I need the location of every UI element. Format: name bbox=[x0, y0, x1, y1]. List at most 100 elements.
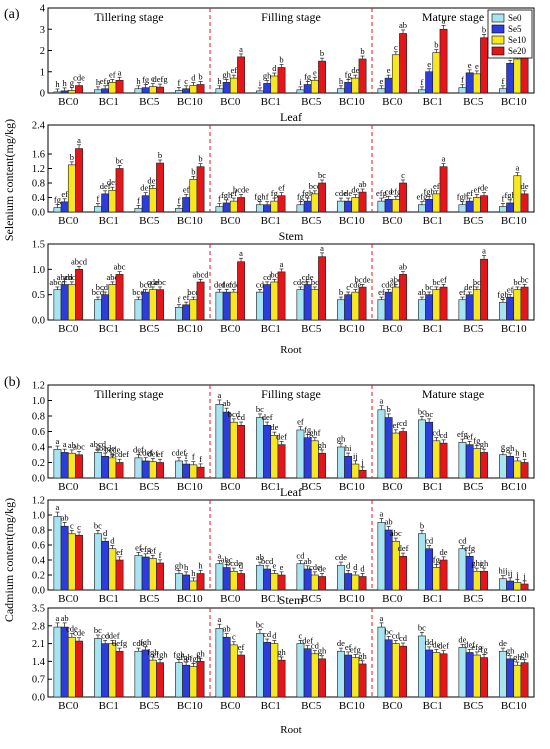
significance-letter: ab bbox=[61, 613, 69, 623]
bar bbox=[134, 650, 143, 698]
y-tick-label: 0.0 bbox=[32, 586, 45, 597]
bar bbox=[196, 573, 205, 591]
significance-letter: dd bbox=[425, 637, 434, 647]
significance-letter: gh bbox=[222, 69, 231, 79]
x-tick-label: BC10 bbox=[339, 215, 365, 227]
significance-letter: de bbox=[337, 638, 345, 648]
bar bbox=[156, 662, 164, 698]
significance-letter: bcd bbox=[187, 287, 200, 297]
bar bbox=[175, 662, 183, 698]
bar bbox=[270, 75, 279, 94]
significance-letter: a bbox=[56, 613, 60, 623]
significance-letter: b bbox=[482, 24, 486, 34]
bar bbox=[67, 452, 76, 479]
significance-letter: j bbox=[522, 571, 525, 581]
bar bbox=[141, 291, 150, 321]
y-tick-label: 1.0 bbox=[32, 511, 45, 522]
bar bbox=[513, 460, 522, 479]
x-tick-label: BC1 bbox=[99, 700, 119, 712]
significance-letter: a bbox=[218, 614, 222, 624]
bar bbox=[108, 82, 117, 94]
significance-letter: fgh bbox=[302, 188, 314, 198]
x-tick-label: BC0 bbox=[220, 96, 241, 108]
significance-letter: def bbox=[100, 181, 111, 191]
bar bbox=[263, 568, 272, 591]
bar bbox=[377, 626, 386, 698]
x-tick-label: BC1 bbox=[99, 323, 119, 335]
significance-letter: cd bbox=[458, 536, 467, 546]
significance-letter: cde bbox=[73, 73, 85, 83]
x-tick-label: BC10 bbox=[177, 481, 203, 493]
x-tick-label: BC5 bbox=[463, 323, 484, 335]
significance-letter: abc bbox=[114, 262, 126, 272]
bar bbox=[134, 88, 143, 94]
significance-letter: b bbox=[339, 287, 343, 297]
y-tick-label: 0.8 bbox=[32, 179, 45, 190]
significance-letter: ef bbox=[238, 642, 245, 652]
bar bbox=[458, 442, 467, 479]
bar bbox=[513, 664, 522, 698]
x-tick-label: BC5 bbox=[301, 215, 322, 227]
bar bbox=[337, 88, 345, 94]
legend-swatch bbox=[491, 46, 505, 56]
bar bbox=[499, 206, 507, 213]
x-tick-label: BC1 bbox=[261, 323, 281, 335]
y-tick-label: 0.0 bbox=[32, 474, 45, 485]
significance-letter: h bbox=[198, 560, 203, 570]
bar bbox=[465, 294, 474, 321]
x-tick-label: BC10 bbox=[177, 700, 203, 712]
bar bbox=[513, 289, 522, 321]
significance-letter: ef bbox=[183, 292, 190, 302]
bar bbox=[425, 294, 434, 321]
bar bbox=[384, 639, 393, 698]
bar bbox=[310, 289, 319, 321]
bar bbox=[101, 88, 110, 94]
x-tick-label: BC1 bbox=[99, 593, 119, 605]
bar bbox=[310, 193, 319, 213]
bar bbox=[432, 652, 441, 698]
bar bbox=[480, 570, 488, 591]
significance-letter: gh bbox=[263, 70, 272, 80]
panel-label: (b) bbox=[4, 375, 21, 390]
significance-letter: fgh bbox=[173, 650, 185, 660]
x-tick-label: BC10 bbox=[177, 323, 203, 335]
significance-letter: cd bbox=[101, 630, 110, 640]
bar bbox=[296, 289, 305, 321]
stage-title: Filling stage bbox=[261, 387, 321, 401]
significance-letter: gh bbox=[277, 647, 286, 657]
bar bbox=[506, 296, 515, 321]
legend-label: Se20 bbox=[508, 46, 527, 56]
bar bbox=[108, 189, 117, 213]
bar bbox=[53, 449, 62, 479]
bar bbox=[148, 188, 157, 213]
bar bbox=[399, 555, 407, 591]
bar bbox=[351, 291, 360, 321]
significance-letter: fgh bbox=[180, 652, 192, 662]
y-tick-label: 0.5 bbox=[32, 290, 45, 301]
significance-letter: cde bbox=[335, 188, 347, 198]
significance-letter: f bbox=[502, 76, 505, 86]
significance-letter: a bbox=[77, 135, 81, 145]
bar bbox=[229, 291, 238, 321]
x-tick-label: BC10 bbox=[339, 96, 365, 108]
significance-letter: b bbox=[191, 166, 195, 176]
bar bbox=[108, 284, 117, 321]
significance-letter: fg bbox=[481, 644, 489, 654]
significance-letter: bcdef bbox=[110, 449, 129, 459]
significance-letter: ef bbox=[378, 287, 385, 297]
significance-letter: gh bbox=[318, 646, 327, 656]
bar bbox=[53, 626, 62, 698]
y-tick-label: 0.0 bbox=[32, 316, 45, 327]
bar bbox=[344, 455, 353, 479]
significance-letter: ef bbox=[474, 184, 481, 194]
bar bbox=[60, 525, 69, 591]
significance-letter: def bbox=[464, 639, 475, 649]
significance-letter: fg bbox=[345, 69, 353, 79]
x-tick-label: BC5 bbox=[139, 215, 160, 227]
bar bbox=[472, 448, 481, 479]
significance-letter: cde bbox=[147, 277, 159, 287]
bar bbox=[472, 197, 481, 213]
bar bbox=[196, 166, 205, 213]
x-tick-label: BC5 bbox=[463, 96, 484, 108]
significance-letter: cd bbox=[432, 428, 441, 438]
